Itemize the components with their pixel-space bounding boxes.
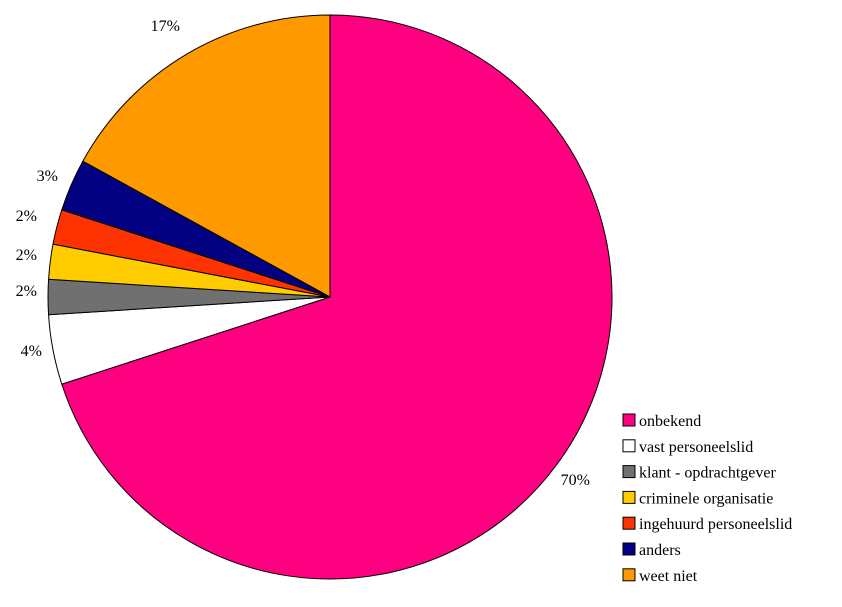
legend-label: onbekend [639, 413, 701, 430]
data-label-criminele-organisatie: 2% [16, 247, 37, 264]
data-label-ingehuurd-personeelslid: 2% [16, 208, 37, 225]
data-label-anders: 3% [37, 168, 58, 185]
legend-swatch [622, 439, 636, 453]
data-label-klant-opdrachtgever: 2% [16, 283, 37, 300]
legend-label: weet niet [639, 568, 698, 585]
legend-label: vast personeelslid [639, 439, 753, 456]
legend-swatch [622, 413, 636, 427]
pie-slice-weet-niet [82, 14, 331, 298]
pie-slices [47, 14, 613, 580]
legend-swatch [622, 465, 636, 479]
legend-swatch [622, 516, 636, 530]
legend-label: klant - opdrachtgever [639, 465, 777, 482]
legend-label: anders [639, 542, 681, 559]
legend-swatch [622, 568, 636, 582]
legend-swatch [622, 542, 636, 556]
pie-data-labels: 70% 4% 2% 2% 2% 3% 17% [16, 18, 590, 489]
legend-label: ingehuurd personeelslid [639, 516, 792, 533]
pie-slice-onbekend [61, 14, 613, 580]
legend: onbekend vast personeelslid klant - opdrac… [622, 413, 792, 585]
legend-label: criminele organisatie [639, 490, 773, 507]
data-label-vast-personeelslid: 4% [21, 343, 42, 360]
data-label-onbekend: 70% [561, 472, 590, 489]
legend-swatch [622, 490, 636, 504]
data-label-weet-niet: 17% [151, 18, 180, 35]
